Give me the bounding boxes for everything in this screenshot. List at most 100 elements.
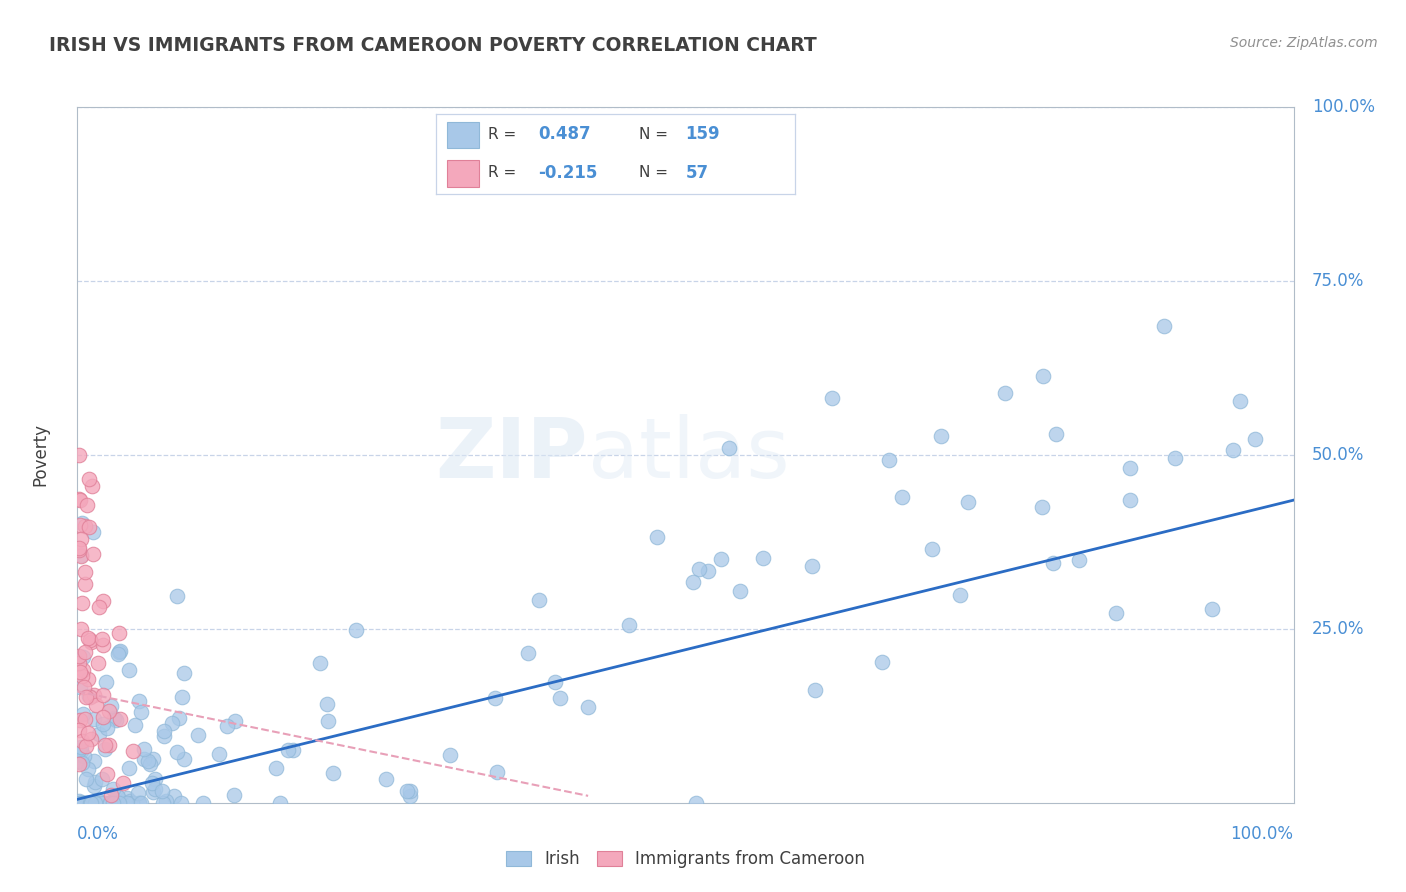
Point [163,789,186,803]
Point [97,738,120,752]
Point [877,453,900,467]
Point [1105,606,1128,620]
Text: 100.0%: 100.0% [1312,98,1375,116]
Point [67,723,90,738]
Point [682,574,704,589]
Point [281,742,304,756]
Point [956,495,979,509]
Point [224,788,246,802]
Point [544,675,567,690]
Point [529,592,551,607]
Point [70,796,93,810]
Point [75,772,97,786]
Point [100,699,122,714]
Point [69,743,91,757]
Point [104,713,127,727]
Point [132,752,155,766]
Point [69,548,91,562]
Point [67,649,90,664]
Point [80,796,103,810]
Point [115,796,138,810]
Point [76,631,98,645]
Point [187,728,209,742]
Point [69,796,91,810]
Point [166,745,188,759]
Point [72,649,94,664]
Point [191,796,214,810]
Point [75,566,97,580]
Point [69,518,91,533]
Point [129,705,152,719]
Text: IRISH VS IMMIGRANTS FROM CAMEROON POVERTY CORRELATION CHART: IRISH VS IMMIGRANTS FROM CAMEROON POVERT… [49,36,817,54]
Legend: Irish, Immigrants from Cameroon: Irish, Immigrants from Cameroon [499,843,872,874]
Point [127,786,149,800]
Point [277,743,299,757]
Point [170,796,193,810]
Point [576,700,599,714]
Text: 100.0%: 100.0% [1230,825,1294,843]
Point [107,789,129,803]
Point [685,796,707,810]
Point [1164,451,1187,466]
Point [1067,552,1090,566]
Text: Source: ZipAtlas.com: Source: ZipAtlas.com [1230,36,1378,50]
Point [108,625,131,640]
Point [73,645,96,659]
Point [398,784,420,798]
Text: 50.0%: 50.0% [1312,446,1364,464]
Point [91,638,114,652]
Point [70,532,93,546]
Point [72,663,94,677]
Point [1045,427,1067,442]
Point [118,794,141,808]
Point [710,552,733,566]
Point [83,712,105,726]
Point [90,772,112,787]
Point [1153,318,1175,333]
Point [67,796,90,810]
Point [316,697,339,711]
Point [76,796,98,810]
Point [108,645,131,659]
Point [67,794,90,808]
Point [517,646,540,660]
Text: 25.0%: 25.0% [1312,620,1364,638]
Point [439,747,461,762]
Point [79,690,101,705]
Point [132,742,155,756]
Point [105,796,128,810]
Point [1229,394,1251,409]
Point [76,725,98,739]
Point [800,558,823,573]
Point [76,690,98,705]
Point [67,448,90,462]
Point [72,680,94,694]
Text: 0.0%: 0.0% [77,825,120,843]
Point [69,713,91,727]
Point [77,472,100,486]
Point [142,785,165,799]
Point [69,796,91,810]
Point [150,784,173,798]
Point [118,761,141,775]
Point [949,588,972,602]
Point [79,732,101,747]
Point [870,655,893,669]
Point [67,742,90,756]
Point [79,632,101,647]
Point [688,562,710,576]
Point [1031,500,1053,514]
Point [728,584,751,599]
Point [72,734,94,748]
Point [929,429,952,443]
Point [107,796,129,810]
Point [269,796,291,810]
Point [77,673,100,687]
Point [170,690,193,705]
Point [821,392,844,406]
Point [87,600,110,615]
Point [69,492,91,507]
Point [70,739,93,754]
Point [143,772,166,786]
Point [138,755,160,769]
